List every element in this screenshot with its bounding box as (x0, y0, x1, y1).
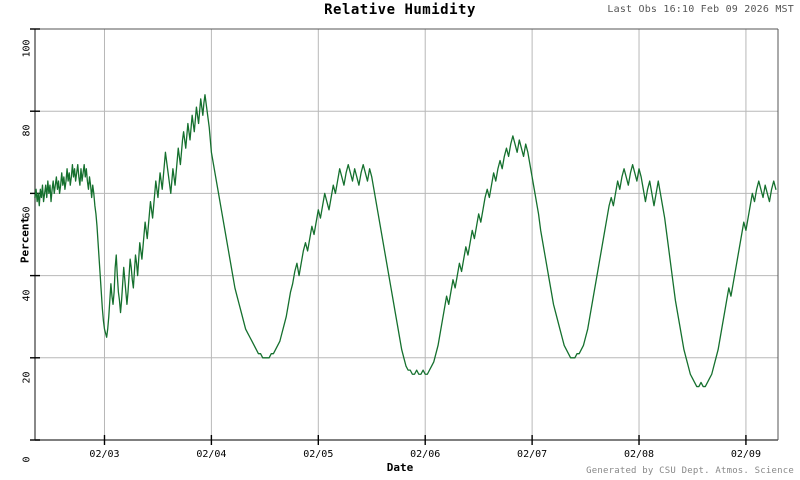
x-tick-label: 02/08 (623, 449, 655, 460)
x-tick-label: 02/03 (89, 449, 120, 460)
y-tick-label: 60 (21, 206, 33, 219)
data-series-line (34, 94, 777, 388)
x-tick-label: 02/06 (410, 449, 441, 460)
attribution-text: Generated by CSU Dept. Atmos. Science (586, 466, 794, 476)
x-tick-label: 02/09 (730, 449, 761, 460)
y-tick-label: 40 (21, 289, 33, 302)
page-title: Relative Humidity (324, 2, 476, 18)
x-tick-label: 02/07 (517, 449, 548, 460)
last-observation-timestamp: Last Obs 16:10 Feb 09 2026 MST (607, 4, 794, 15)
x-axis-title: Date (386, 461, 414, 474)
y-tick-label: 100 (21, 39, 33, 58)
y-tick-label: 80 (21, 124, 33, 137)
y-tick-label: 0 (21, 456, 33, 463)
y-tick-label: 20 (21, 371, 33, 384)
x-tick-label: 02/04 (196, 449, 227, 460)
x-tick-label: 02/05 (303, 449, 334, 460)
